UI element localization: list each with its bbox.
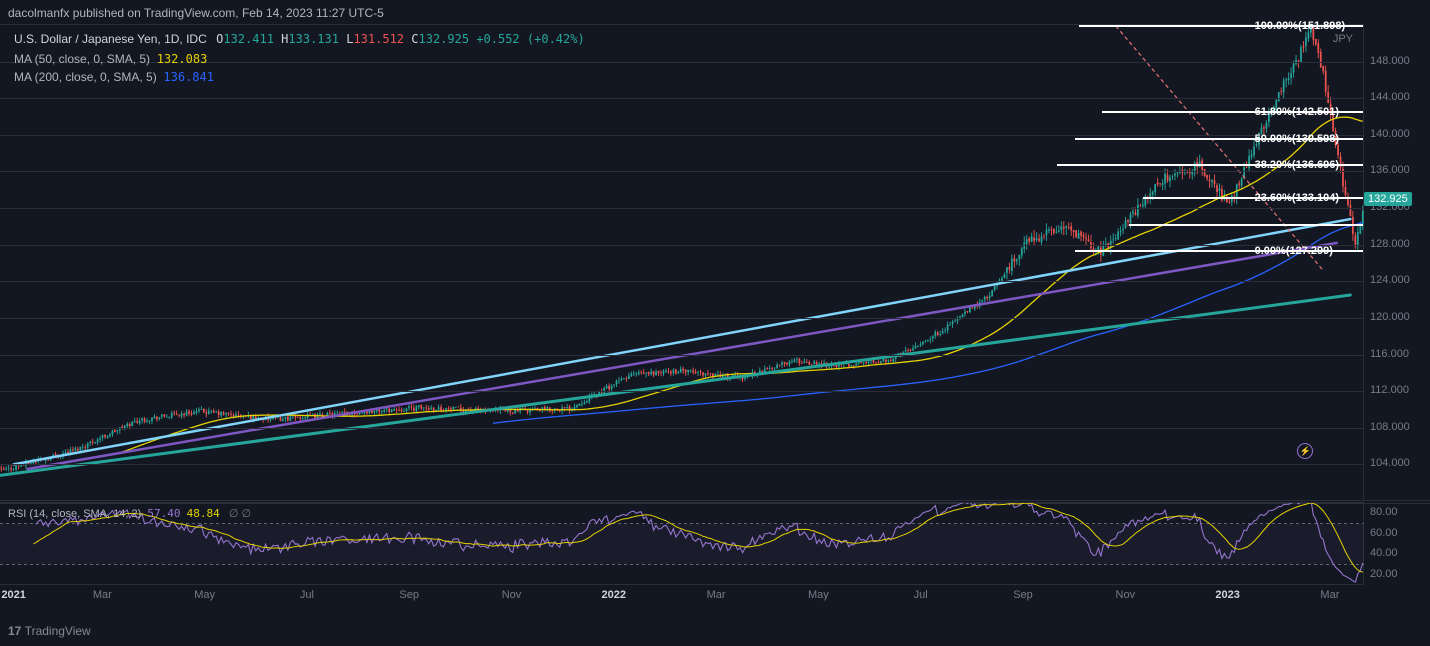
ma50-label[interactable]: MA (50, close, 0, SMA, 5): [14, 52, 150, 66]
main-chart-svg: [0, 25, 1364, 501]
price-tick: 108.000: [1370, 421, 1410, 433]
price-tick: 124.000: [1370, 274, 1410, 286]
rsi-tick: 60.00: [1370, 527, 1398, 539]
close-value: 132.925: [419, 32, 470, 46]
price-axis[interactable]: 104.000 108.000 112.000 116.000 120.000 124.0…: [1364, 24, 1430, 500]
rsi-label[interactable]: RSI (14, close, SMA, 14, 2): [8, 508, 141, 520]
publisher: dacolmanfx: [8, 6, 69, 20]
open-value: 132.411: [223, 32, 274, 46]
price-tick: 140.000: [1370, 128, 1410, 140]
rsi-tick: 80.00: [1370, 506, 1398, 518]
tradingview-watermark[interactable]: 17 TradingView: [8, 624, 91, 638]
time-tick: 2023: [1215, 589, 1239, 601]
rsi-tick: 40.00: [1370, 547, 1398, 559]
price-tick: 128.000: [1370, 238, 1410, 250]
time-tick: May: [808, 589, 829, 601]
price-tick: 136.000: [1370, 164, 1410, 176]
time-tick: 2021: [1, 589, 25, 601]
ma200-value: 136.841: [163, 70, 214, 84]
rsi-tick: 20.00: [1370, 568, 1398, 580]
time-tick: Jul: [300, 589, 314, 601]
time-tick: Sep: [399, 589, 419, 601]
fib-midline[interactable]: [1129, 224, 1362, 226]
fib-level-label: 23.60%(133.104): [1255, 192, 1339, 204]
time-tick: 2022: [602, 589, 626, 601]
fib-level-label: 38.20%(136.696): [1255, 159, 1339, 171]
currency-label: JPY: [1333, 33, 1353, 45]
change-pct: (+0.42%): [527, 32, 585, 46]
ma50-value: 132.083: [157, 52, 208, 66]
price-tick: 144.000: [1370, 91, 1410, 103]
fib-level-label: 100.00%(151.898): [1255, 20, 1346, 32]
time-axis[interactable]: 2021 Mar May Jul Sep Nov 2022 Mar May Jul Sep Nov 20…: [0, 584, 1364, 608]
flash-icon[interactable]: ⚡: [1297, 443, 1313, 459]
high-value: 133.131: [288, 32, 339, 46]
price-tick: 104.000: [1370, 457, 1410, 469]
symbol-title[interactable]: U.S. Dollar / Japanese Yen, 1D, IDC: [14, 32, 207, 46]
change-value: +0.552: [476, 32, 519, 46]
c-label: C: [411, 32, 418, 46]
time-tick: Mar: [93, 589, 112, 601]
rsi-pane[interactable]: RSI (14, close, SMA, 14, 2) 57.40 48.84 …: [0, 502, 1364, 584]
fib-level-label: 61.80%(142.501): [1255, 106, 1339, 118]
rsi-legend: RSI (14, close, SMA, 14, 2) 57.40 48.84 …: [8, 507, 251, 520]
time-tick: May: [194, 589, 215, 601]
price-tick: 116.000: [1370, 348, 1409, 360]
publish-header: dacolmanfx published on TradingView.com,…: [8, 6, 384, 20]
fib-level-label: 0.00%(127.299): [1255, 245, 1333, 257]
rsi-axis[interactable]: 20.00 40.00 60.00 80.00: [1364, 502, 1430, 584]
time-tick: Jul: [914, 589, 928, 601]
current-price-label: 132.925: [1364, 192, 1412, 206]
time-tick: Nov: [1116, 589, 1136, 601]
time-tick: Mar: [1320, 589, 1339, 601]
price-tick: 120.000: [1370, 311, 1410, 323]
ma200-label[interactable]: MA (200, close, 0, SMA, 5): [14, 70, 157, 84]
rsi-band-label: ∅ ∅: [229, 508, 251, 520]
time-tick: Sep: [1013, 589, 1033, 601]
rsi-ma-value: 48.84: [187, 507, 220, 520]
rsi-value: 57.40: [147, 507, 180, 520]
timestamp: Feb 14, 2023 11:27 UTC-5: [242, 6, 384, 20]
price-tick: 148.000: [1370, 55, 1410, 67]
price-tick: 112.000: [1370, 384, 1409, 396]
low-value: 131.512: [353, 32, 404, 46]
main-chart-pane[interactable]: JPY ⚡ 100.00%(151.898)61.80%(142.501)50.…: [0, 24, 1364, 500]
published-on: published on TradingView.com,: [73, 6, 239, 20]
time-tick: Mar: [707, 589, 726, 601]
fib-level-label: 50.00%(139.598): [1255, 133, 1339, 145]
time-tick: Nov: [502, 589, 522, 601]
chart-legend: U.S. Dollar / Japanese Yen, 1D, IDC O132…: [14, 30, 585, 86]
